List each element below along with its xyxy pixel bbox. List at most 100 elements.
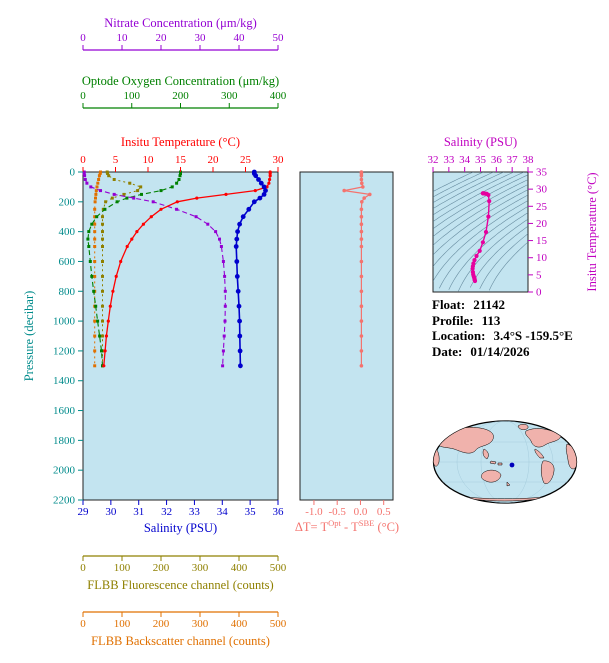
svg-text:400: 400 xyxy=(231,618,248,630)
svg-text:37: 37 xyxy=(507,154,519,166)
ts-temperature-axis: 0 5 10 15 20 25 30 35 xyxy=(528,167,548,299)
date-row: Date: 01/14/2026 xyxy=(432,344,573,360)
date-label: Date: xyxy=(432,343,463,359)
svg-text:300: 300 xyxy=(192,618,209,630)
svg-text:10: 10 xyxy=(536,252,548,264)
svg-text:25: 25 xyxy=(240,154,252,166)
svg-text:30: 30 xyxy=(273,154,285,166)
svg-text:2200: 2200 xyxy=(53,495,76,507)
map-new-guinea xyxy=(497,462,503,466)
svg-text:200: 200 xyxy=(172,90,189,102)
svg-text:-0.5: -0.5 xyxy=(328,506,346,518)
map-north-america xyxy=(525,428,562,448)
salinity-series xyxy=(233,169,268,369)
svg-text:300: 300 xyxy=(221,90,238,102)
pressure-axis-title: Pressure (decibar) xyxy=(22,291,36,382)
svg-text:0: 0 xyxy=(70,167,76,179)
nitrate-series xyxy=(82,170,227,368)
temperature-axis-title: Insitu Temperature (°C) xyxy=(121,135,240,149)
svg-text:-1.0: -1.0 xyxy=(305,506,323,518)
ts-salinity-axis-title: Salinity (PSU) xyxy=(444,135,517,149)
float-label: Float: xyxy=(432,297,466,312)
svg-text:200: 200 xyxy=(153,562,170,574)
fluorescence-axis-title: FLBB Fluorescence channel (counts) xyxy=(87,578,273,592)
delta-title-part: (°C) xyxy=(374,520,400,535)
svg-text:33: 33 xyxy=(189,506,201,518)
backscatter-axis-title: FLBB Backscatter channel (counts) xyxy=(91,634,270,648)
world-map xyxy=(432,420,578,504)
svg-text:34: 34 xyxy=(459,154,471,166)
map-south-america xyxy=(540,460,555,484)
svg-text:200: 200 xyxy=(153,618,170,630)
map-indonesia xyxy=(489,460,497,465)
svg-text:1000: 1000 xyxy=(53,316,76,328)
date-value: 01/14/2026 xyxy=(470,343,530,359)
svg-text:1400: 1400 xyxy=(53,375,76,387)
svg-text:38: 38 xyxy=(523,154,535,166)
svg-text:15: 15 xyxy=(175,154,187,166)
svg-text:36: 36 xyxy=(491,154,503,166)
salinity-axis: 29 30 31 32 33 34 35 36 xyxy=(78,500,285,518)
ts-salinity-axis: 32 33 34 35 36 37 38 xyxy=(428,154,535,172)
svg-text:36: 36 xyxy=(273,506,285,518)
temperature-axis: 0 5 10 15 20 25 30 xyxy=(80,154,284,172)
svg-text:29: 29 xyxy=(78,506,90,518)
svg-text:50: 50 xyxy=(273,32,285,44)
profile-value: 113 xyxy=(481,312,501,328)
delta-title-part: - T xyxy=(340,520,359,535)
svg-text:100: 100 xyxy=(124,90,141,102)
svg-text:500: 500 xyxy=(270,618,287,630)
svg-text:30: 30 xyxy=(105,506,117,518)
float-id-row: Float: 21142 xyxy=(432,297,573,313)
map-landmasses xyxy=(433,424,577,502)
svg-text:31: 31 xyxy=(133,506,144,518)
svg-text:800: 800 xyxy=(59,286,76,298)
svg-text:0: 0 xyxy=(80,562,86,574)
fluorescence-axis: 0 100 200 300 400 500 xyxy=(80,555,287,574)
svg-text:34: 34 xyxy=(217,506,229,518)
float-value: 21142 xyxy=(473,297,506,312)
oxygen-axis: 0 100 200 300 400 xyxy=(80,90,287,109)
ts-temperature-axis-title: Insitu Temperature (°C) xyxy=(585,172,599,291)
delta-t-axis-title: ΔT= TOpt - TSBE (°C) xyxy=(281,518,413,535)
nitrate-axis-title: Nitrate Concentration (μm/kg) xyxy=(104,16,257,30)
location-row: Location: 3.4°S -159.5°E xyxy=(432,328,573,344)
ts-series xyxy=(470,191,492,284)
svg-text:100: 100 xyxy=(114,618,131,630)
svg-text:0: 0 xyxy=(80,154,86,166)
location-value: 3.4°S -159.5°E xyxy=(493,328,573,343)
oxygen-series xyxy=(86,170,182,368)
svg-text:20: 20 xyxy=(156,32,168,44)
svg-text:35: 35 xyxy=(475,154,487,166)
svg-text:5: 5 xyxy=(536,269,542,281)
svg-text:30: 30 xyxy=(195,32,207,44)
delta-t-axis: -1.0 -0.5 0.0 0.5 xyxy=(305,500,391,518)
svg-text:400: 400 xyxy=(231,562,248,574)
svg-text:5: 5 xyxy=(113,154,119,166)
salinity-axis-title: Salinity (PSU) xyxy=(144,521,217,535)
svg-text:32: 32 xyxy=(161,506,172,518)
svg-text:0: 0 xyxy=(80,32,86,44)
pressure-axis: 0 200 400 600 800 1000 1200 1400 1600 1800 2000 220… xyxy=(53,167,83,507)
svg-text:35: 35 xyxy=(245,506,257,518)
temperature-series xyxy=(102,170,272,368)
svg-text:100: 100 xyxy=(114,562,131,574)
location-label: Location: xyxy=(432,328,486,343)
backscatter-axis: 0 100 200 300 400 500 xyxy=(80,611,287,630)
delta-title-sup-sbe: SBE xyxy=(358,518,375,528)
svg-text:2000: 2000 xyxy=(53,465,76,477)
delta-title-part: ΔT= T xyxy=(294,520,329,535)
svg-text:10: 10 xyxy=(143,154,155,166)
svg-text:0.0: 0.0 xyxy=(354,506,368,518)
svg-text:0.5: 0.5 xyxy=(377,506,391,518)
svg-text:1600: 1600 xyxy=(53,405,76,417)
svg-text:600: 600 xyxy=(59,256,76,268)
map-new-zealand xyxy=(506,481,511,487)
svg-text:20: 20 xyxy=(208,154,220,166)
delta-t-series xyxy=(342,170,372,368)
svg-text:35: 35 xyxy=(536,167,548,179)
svg-text:0: 0 xyxy=(536,287,542,299)
svg-text:0: 0 xyxy=(80,618,86,630)
map-australia xyxy=(481,469,502,483)
